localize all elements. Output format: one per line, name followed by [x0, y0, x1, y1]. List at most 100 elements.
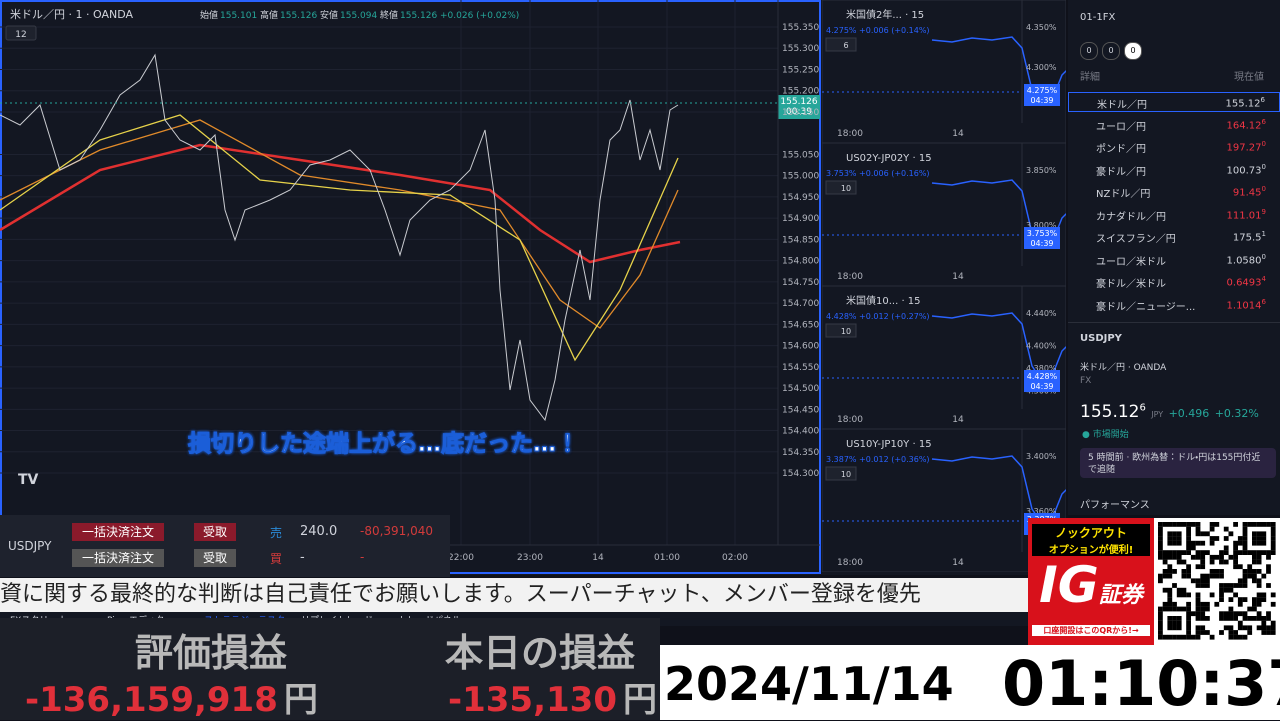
qr-module: [1200, 573, 1206, 579]
watchlist-row[interactable]: NZドル／円 91.450: [1068, 182, 1280, 202]
qr-module: [1256, 616, 1262, 621]
y-tick-label: 154.550: [782, 363, 819, 373]
qr-module: [1233, 611, 1238, 617]
qr-module: [1181, 573, 1187, 579]
qr-module: [1256, 522, 1262, 527]
watchlist-row[interactable]: 豪ドル／円 100.730: [1068, 160, 1280, 180]
qr-module: [1162, 587, 1168, 593]
y-tick-label: 155.350: [782, 23, 819, 33]
qr-module: [1162, 569, 1168, 574]
watchlist-row[interactable]: 豪ドル／ニュージー... 1.10146: [1068, 295, 1280, 315]
qr-module: [1205, 550, 1210, 555]
price: 1.0580: [1226, 254, 1262, 266]
qr-module: [1270, 592, 1276, 598]
qr-module: [1247, 573, 1253, 579]
qr-module: [1176, 606, 1182, 612]
qr-module: [1200, 554, 1206, 560]
qr-module: [1186, 540, 1191, 546]
qr-module: [1195, 597, 1201, 602]
qr-module: [1223, 583, 1229, 588]
qr-module: [1158, 620, 1163, 626]
qr-module: [1158, 554, 1163, 560]
mini-chart: US02Y-JP02Y · 15 3.753% +0.006 (+0.16%) 10…: [822, 143, 1066, 286]
ohlc-label: 安値: [320, 9, 338, 21]
mini-tick: 4.440%: [1026, 309, 1057, 318]
qr-module: [1237, 611, 1243, 617]
qr-module: [1223, 526, 1229, 532]
qr-module: [1256, 554, 1262, 560]
qr-module: [1228, 531, 1234, 537]
price: 111.01: [1226, 209, 1262, 221]
qr-module: [1186, 550, 1191, 555]
qr-module: [1167, 550, 1173, 555]
watchlist-row[interactable]: ポンド／円 197.270: [1068, 137, 1280, 157]
qr-module: [1158, 578, 1163, 584]
qr-module: [1167, 536, 1173, 541]
qr-module: [1256, 583, 1262, 588]
row-name: カナダドル／円: [1096, 211, 1166, 223]
y-tick-label: 154.500: [782, 384, 819, 394]
row-price: 1.10146: [1227, 298, 1266, 311]
qr-module: [1209, 573, 1215, 579]
row-name: ポンド／円: [1096, 144, 1146, 155]
row-price: 175.51: [1233, 230, 1266, 243]
qr-module: [1209, 526, 1215, 532]
qr-module: [1261, 620, 1267, 626]
qr-module: [1186, 526, 1191, 532]
y-tick-label: 155.050: [782, 150, 819, 160]
qr-module: [1167, 601, 1173, 607]
pnl-row: -135,130 円: [448, 672, 657, 721]
row-price: 100.730: [1227, 163, 1266, 176]
pnl-value: -135,130: [448, 680, 617, 720]
qr-module: [1237, 564, 1243, 570]
performance: パフォーマンス: [1080, 500, 1150, 511]
qr-module: [1270, 522, 1276, 527]
qr-module: [1158, 522, 1163, 527]
qr-module: [1256, 601, 1262, 607]
watchlist-row[interactable]: 米ドル／円 155.126: [1068, 92, 1280, 112]
qr-module: [1256, 550, 1262, 555]
qr-module: [1167, 634, 1173, 640]
watchlist-row[interactable]: ユーロ／円 164.126: [1068, 115, 1280, 135]
qr-module: [1242, 545, 1248, 551]
qr-module: [1223, 611, 1229, 617]
svg-text:TV: TV: [18, 472, 39, 488]
qr-module: [1237, 625, 1243, 631]
qr-module: [1186, 630, 1191, 635]
watchlist-row[interactable]: スイスフラン／円 175.51: [1068, 227, 1280, 247]
qr-module: [1162, 522, 1168, 527]
qr-module: [1270, 531, 1276, 537]
row-price: 0.64934: [1227, 275, 1266, 288]
qr-module: [1195, 592, 1201, 598]
qr-module: [1261, 522, 1267, 527]
watchlist-row[interactable]: 豪ドル／米ドル 0.64934: [1068, 272, 1280, 292]
row-name: ユーロ／米ドル: [1096, 256, 1166, 268]
row-name: 豪ドル／円: [1096, 166, 1146, 178]
qr-module: [1190, 578, 1196, 584]
qr-module: [1214, 601, 1220, 607]
qr-module: [1158, 545, 1163, 551]
qr-module: [1242, 625, 1248, 631]
qr-module: [1205, 573, 1210, 579]
qr-module: [1195, 634, 1201, 640]
mini-tick: 3.850%: [1026, 166, 1057, 175]
pnl-label: 評価損益: [135, 631, 288, 675]
qr-module: [1167, 616, 1173, 621]
qr-module: [1252, 536, 1257, 541]
qr-module: [1219, 569, 1224, 574]
qr-module: [1270, 536, 1276, 541]
side: 買: [270, 552, 283, 566]
watchlist-row[interactable]: カナダドル／円 111.019: [1068, 205, 1280, 225]
qr-module: [1172, 554, 1177, 560]
order-panel: USDJPY 一括決済注文 受取売 240.0 -80,391,040 一括決済注文 受取…: [0, 515, 450, 577]
qr-module: [1186, 616, 1191, 621]
qr-module: [1181, 587, 1187, 593]
ad: ノックアウト オプションが便利! IG証券 口座開設はこのQRから!→: [1028, 518, 1154, 645]
watchlist-row[interactable]: ユーロ／米ドル 1.05800: [1068, 250, 1280, 270]
x-tick-label: 02:00: [722, 553, 748, 563]
qr-module: [1200, 601, 1206, 607]
qr-module: [1219, 630, 1224, 635]
detail-symbol: USDJPY: [1080, 333, 1122, 344]
ohlc-label: 始値: [200, 9, 218, 21]
order-pnl: -: [360, 550, 365, 564]
